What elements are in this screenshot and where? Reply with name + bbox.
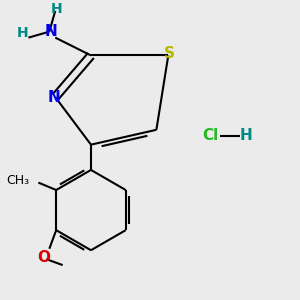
Text: H: H bbox=[51, 2, 63, 16]
Text: H: H bbox=[239, 128, 252, 143]
Text: O: O bbox=[37, 250, 50, 265]
Text: N: N bbox=[47, 90, 60, 105]
Text: H: H bbox=[17, 26, 28, 40]
Text: S: S bbox=[164, 46, 175, 62]
Text: CH₃: CH₃ bbox=[6, 174, 29, 187]
Text: N: N bbox=[44, 24, 57, 39]
Text: Cl: Cl bbox=[202, 128, 218, 143]
